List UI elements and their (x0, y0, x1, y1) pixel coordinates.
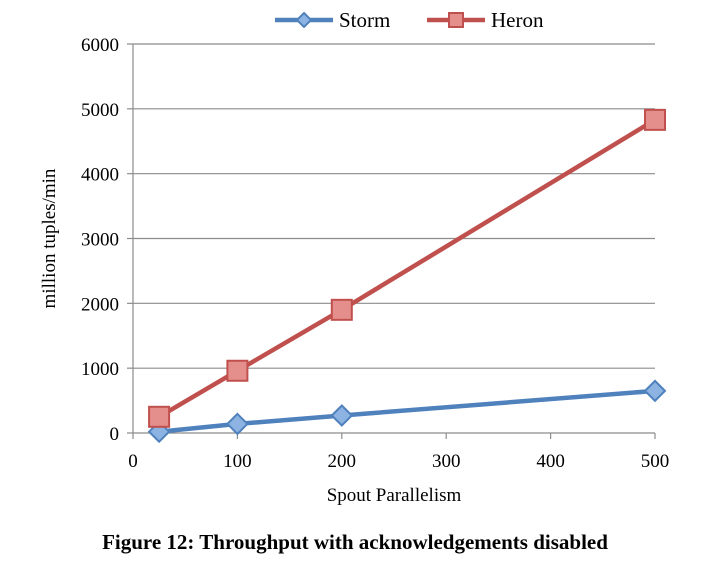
legend-item-heron: Heron (427, 8, 544, 32)
x-tick-label: 500 (641, 451, 670, 472)
x-tick-label: 300 (432, 451, 461, 472)
legend-marker (295, 11, 313, 29)
y-tick-label: 2000 (81, 294, 119, 315)
gridlines (133, 43, 655, 369)
legend-item-storm: Storm (275, 8, 390, 32)
y-tick-label: 6000 (81, 35, 119, 56)
storm-point (225, 412, 249, 436)
line-chart: 0 1000 2000 3000 4000 5000 6000 0 100 200 300 400 5… (39, 8, 669, 506)
x-axis-title: Spout Parallelism (327, 485, 462, 506)
x-axis-ticks: 0 100 200 300 400 500 (128, 433, 669, 472)
y-tick-label: 4000 (81, 165, 119, 186)
x-tick-label: 400 (536, 451, 565, 472)
x-tick-label: 0 (128, 451, 138, 472)
figure-caption: Figure 12: Throughput with acknowledgeme… (102, 530, 608, 554)
storm-point (330, 404, 354, 427)
x-tick-label: 200 (328, 451, 357, 472)
legend-label: Storm (339, 8, 390, 32)
heron-point (644, 108, 666, 131)
y-tick-label: 3000 (81, 230, 119, 251)
y-tick-label: 0 (110, 424, 120, 445)
storm-point (643, 379, 667, 403)
y-axis-ticks: 0 1000 2000 3000 4000 5000 6000 (81, 35, 133, 445)
series-layer (147, 108, 667, 444)
y-tick-label: 1000 (81, 359, 119, 380)
legend: Storm Heron (275, 8, 544, 32)
heron-point (330, 298, 353, 321)
heron-point (148, 405, 171, 428)
series-heron (148, 108, 666, 428)
x-tick-label: 100 (223, 451, 252, 472)
y-tick-label: 5000 (81, 100, 119, 121)
legend-marker (448, 12, 464, 28)
heron-line (157, 117, 657, 419)
y-axis-title: million tuples/min (39, 168, 60, 308)
heron-point (226, 359, 249, 382)
legend-label: Heron (491, 8, 544, 32)
storm-line (158, 388, 656, 434)
